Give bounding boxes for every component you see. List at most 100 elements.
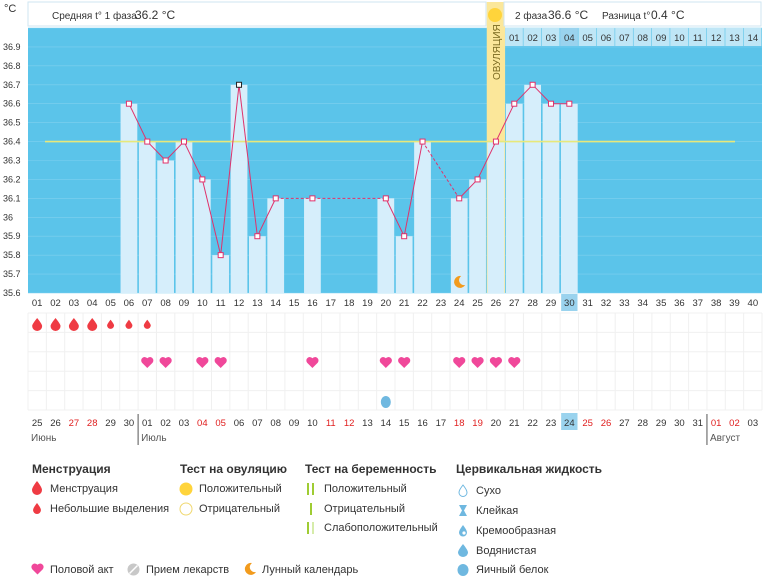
- date-label: 18: [454, 418, 465, 429]
- legend-creamy: Кремообразная: [476, 525, 557, 537]
- menstruation-drop-icon: [68, 318, 79, 332]
- cycle-day-label: 25: [472, 298, 483, 309]
- temp-bar: [120, 103, 138, 293]
- watery-icon: [458, 544, 468, 557]
- phase2-day-cell: [541, 28, 560, 46]
- date-label: 29: [105, 418, 116, 429]
- cycle-day-label: 22: [417, 298, 428, 309]
- date-label: 24: [564, 418, 575, 429]
- temp-line-segment: [128, 103, 148, 142]
- y-tick-label: 36.8: [3, 61, 21, 71]
- pregnancy-weak-icon: [307, 522, 314, 534]
- cycle-day-label: 05: [105, 298, 116, 309]
- date-label: 28: [87, 418, 98, 429]
- temp-point: [474, 176, 481, 183]
- temp-point: [199, 176, 206, 183]
- y-tick-label: 35.7: [3, 269, 21, 279]
- heart-icon: [306, 357, 319, 368]
- cycle-day-label: 07: [142, 298, 153, 309]
- today-highlight: [561, 294, 578, 311]
- date-label: 27: [69, 418, 80, 429]
- date-label: 26: [50, 418, 61, 429]
- temp-line-segment: [146, 141, 166, 161]
- date-label: 10: [307, 418, 318, 429]
- date-label: 03: [179, 418, 190, 429]
- menstruation-drop-icon: [125, 319, 133, 329]
- legend-menstruation: Менструация: [50, 483, 118, 495]
- phase2-day-label: 07: [619, 33, 630, 44]
- phase2-day-cell: [596, 28, 615, 46]
- phase2-day-cell: [505, 28, 523, 46]
- cycle-day-label: 31: [582, 298, 593, 309]
- temp-bar: [157, 160, 174, 293]
- legend-pregnancy-test-title: Тест на беременность: [305, 462, 437, 476]
- date-label: 21: [509, 418, 520, 429]
- date-label: 11: [326, 418, 336, 429]
- cycle-day-label: 33: [619, 298, 630, 309]
- heart-icon: [214, 357, 227, 368]
- diff-value: 0.4 °C: [651, 8, 685, 22]
- cycle-day-label: 29: [546, 298, 557, 309]
- phase2-day-cell: [651, 28, 670, 46]
- temp-point: [492, 138, 499, 145]
- menstruation-drop-icon: [143, 319, 151, 329]
- cycle-day-label: 40: [748, 298, 759, 309]
- date-label: 29: [656, 418, 667, 429]
- date-label: 08: [270, 418, 281, 429]
- temp-point: [456, 195, 463, 202]
- bbt-chart: ОВУЛЯЦИЯ 01 02 03 04 05 06 07 08 09 10 11 12 13 14 35.6…: [3, 1, 763, 445]
- cycle-day-label: 13: [252, 298, 263, 309]
- cycle-day-label: 24: [454, 298, 465, 309]
- date-label: 17: [436, 418, 447, 429]
- temp-bar: [138, 141, 156, 293]
- temp-point: [162, 157, 169, 164]
- positive-circle-icon: [179, 482, 193, 496]
- temp-line-segment: [458, 179, 478, 199]
- legend-pregnancy-positive: Положительный: [324, 483, 407, 495]
- cycle-day-label: 20: [381, 298, 392, 309]
- date-label: 02: [160, 418, 171, 429]
- temp-line-segment: [183, 141, 203, 180]
- legend-ovulation-negative: Отрицательный: [199, 503, 280, 515]
- phase2-label: 2 фаза: [515, 10, 548, 22]
- temp-line-segment: [495, 103, 515, 142]
- heart-icon: [31, 563, 44, 575]
- legend-menstruation-title: Менструация: [32, 462, 111, 476]
- phase2-day-label: 04: [564, 33, 575, 44]
- cycle-day-label: 34: [637, 298, 648, 309]
- cycle-day-label: 28: [527, 298, 538, 309]
- moon-icon: [244, 562, 256, 575]
- phase2-day-cell: [725, 28, 744, 46]
- date-label: 30: [124, 418, 135, 429]
- y-tick-label: 36.2: [3, 174, 21, 184]
- date-label: 19: [472, 418, 483, 429]
- month-label: Август: [710, 433, 741, 444]
- temp-bar: [249, 236, 266, 293]
- temp-bar: [505, 103, 523, 293]
- cycle-day-label: 12: [234, 298, 245, 309]
- ovulation-marker-icon: [488, 8, 502, 22]
- y-tick-label: 36.9: [3, 42, 21, 52]
- cycle-day-label: 08: [160, 298, 171, 309]
- temp-line-segment: [256, 198, 277, 237]
- date-label: 09: [289, 418, 300, 429]
- spotting-drop-icon: [33, 503, 41, 514]
- cycle-day-label: 32: [601, 298, 612, 309]
- phase2-day-cell: [523, 28, 542, 46]
- cervical-fluid-icon: [380, 396, 391, 408]
- pregnancy-positive-icon: [307, 483, 314, 495]
- temp-line-segment: [403, 141, 424, 237]
- cycle-day-label: 15: [289, 298, 300, 309]
- date-label: 28: [637, 418, 648, 429]
- date-label: 12: [344, 418, 355, 429]
- date-label: 31: [692, 418, 703, 429]
- chart-header: Средняя t° 1 фаза 36.2 °C 2 фаза 36.6 °C…: [4, 1, 762, 27]
- pill-icon: [127, 563, 140, 576]
- temp-line-segment: [165, 141, 185, 161]
- phase2-day-cell: [633, 28, 652, 46]
- date-label: 22: [527, 418, 538, 429]
- y-tick-label: 36.3: [3, 156, 21, 166]
- temp-bar: [395, 236, 413, 293]
- temp-line-segment: [238, 84, 258, 237]
- temp-bar: [267, 198, 285, 293]
